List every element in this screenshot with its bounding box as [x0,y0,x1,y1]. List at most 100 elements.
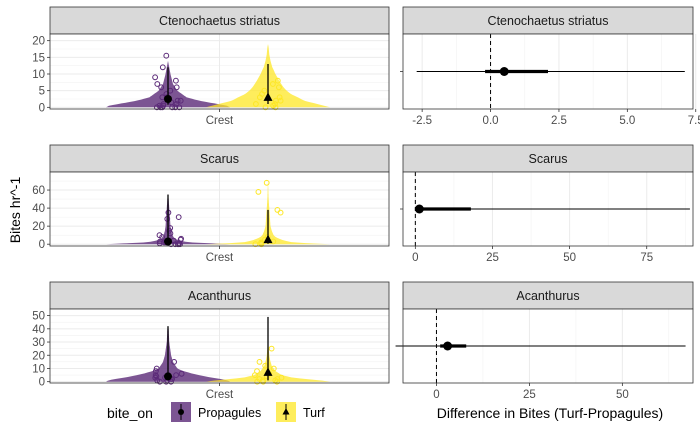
y-tick-label: 20 [32,36,45,48]
strip-header [49,144,390,173]
data-point [268,345,275,352]
data-point [253,101,259,107]
data-point [278,374,285,381]
x-tick-label: 2.5 [551,115,567,127]
data-point [261,87,268,94]
panel-violin-1: Ctenochaetus striatus 0 5 10 15 20 Crest [32,6,390,127]
strip-title: Acanthurus [516,289,579,303]
data-point [270,81,276,87]
data-point [164,216,171,222]
y-tick-label: 10 [32,363,45,375]
x-tick-label: Crest [206,252,234,264]
y-tick-label: 20 [32,221,45,233]
data-point [157,238,163,245]
y-tick-label: 60 [32,185,45,197]
strip-title: Scarus [200,152,239,166]
data-point [158,84,165,91]
x-tick-label: 50 [616,389,629,401]
legend-title: bite_on [107,405,153,421]
mean-marker [263,92,273,101]
legend-label: Turf [303,406,325,420]
x-tick-label: 0 [412,252,418,264]
data-point [156,232,163,239]
x-tick-label: 7.5 [688,115,700,127]
point-estimate [499,67,509,76]
y-tick-label: 20 [32,350,45,362]
y-tick-label: 5 [39,86,45,98]
strip-title: Scarus [529,152,568,166]
data-point [166,227,173,234]
y-tick-label: 30 [32,337,45,349]
data-point [263,179,270,186]
data-point [176,104,183,111]
mean-marker [164,95,172,103]
x-tick-label: -2.5 [412,115,432,127]
data-point [256,376,263,382]
point-estimate [443,341,453,351]
data-point [252,241,259,248]
point-estimate [414,204,424,214]
legend-key-marker [282,408,290,415]
panel-border [402,171,694,247]
x-tick-label: 50 [563,252,576,264]
data-point [152,374,159,381]
data-point [254,368,260,375]
data-point [262,104,269,111]
y-tick-label: 40 [32,203,45,215]
data-point [272,101,278,107]
strip-title: Ctenochaetus striatus [159,14,280,28]
x-tick-label: 0 [433,389,439,401]
panel-interval-3: Acanthurus 0 25 50 [395,281,694,401]
x-tick-label: 5.0 [619,115,635,127]
data-point [274,77,281,84]
strip-title: Ctenochaetus striatus [488,14,609,28]
y-tick-label: 10 [32,69,45,81]
data-point [163,52,170,59]
strip-header [402,144,694,173]
data-point [153,365,160,372]
y-tick-label: 0 [39,102,45,114]
data-point [153,368,159,375]
data-point [258,239,265,246]
data-point [152,74,159,81]
data-point [173,84,180,91]
y-tick-label: 40 [32,324,45,336]
data-point [172,241,179,248]
x-tick-label: 25 [523,389,536,401]
panel-border [49,308,390,384]
data-point [178,235,185,242]
panel-border [49,171,390,247]
x-tick-label: 75 [640,252,653,264]
data-point [175,241,181,248]
panel-interval-1: Ctenochaetus striatus -2.5 0.0 2.5 5.0 7.5 [400,6,700,127]
mean-marker [263,367,273,376]
legend-items: Propagules Turf [171,402,325,422]
data-point [255,189,262,195]
data-point [273,97,279,104]
data-point [159,64,166,71]
legend-key-marker [178,409,184,415]
y-tick-label: 50 [32,311,45,323]
data-point [174,97,181,104]
panel-border [402,33,694,110]
strip-title: Acanthurus [188,289,251,303]
y-axis-title: Bites hr^-1 [7,177,23,244]
x-axis-title-right: Difference in Bites (Turf-Propagules) [437,405,663,421]
legend-label: Propagules [198,406,261,420]
data-point [171,359,178,365]
panel-border [49,33,390,110]
data-point [172,104,179,111]
mean-marker [164,372,172,381]
mean-marker [164,237,172,246]
data-point [173,372,180,379]
panel-border [402,308,694,384]
data-point [276,94,283,101]
x-tick-label: 25 [486,252,499,264]
data-point [175,214,182,221]
legend-item-propagules: Propagules [171,402,261,422]
strip-header [49,281,390,310]
data-point [152,372,159,379]
data-point [173,77,179,84]
